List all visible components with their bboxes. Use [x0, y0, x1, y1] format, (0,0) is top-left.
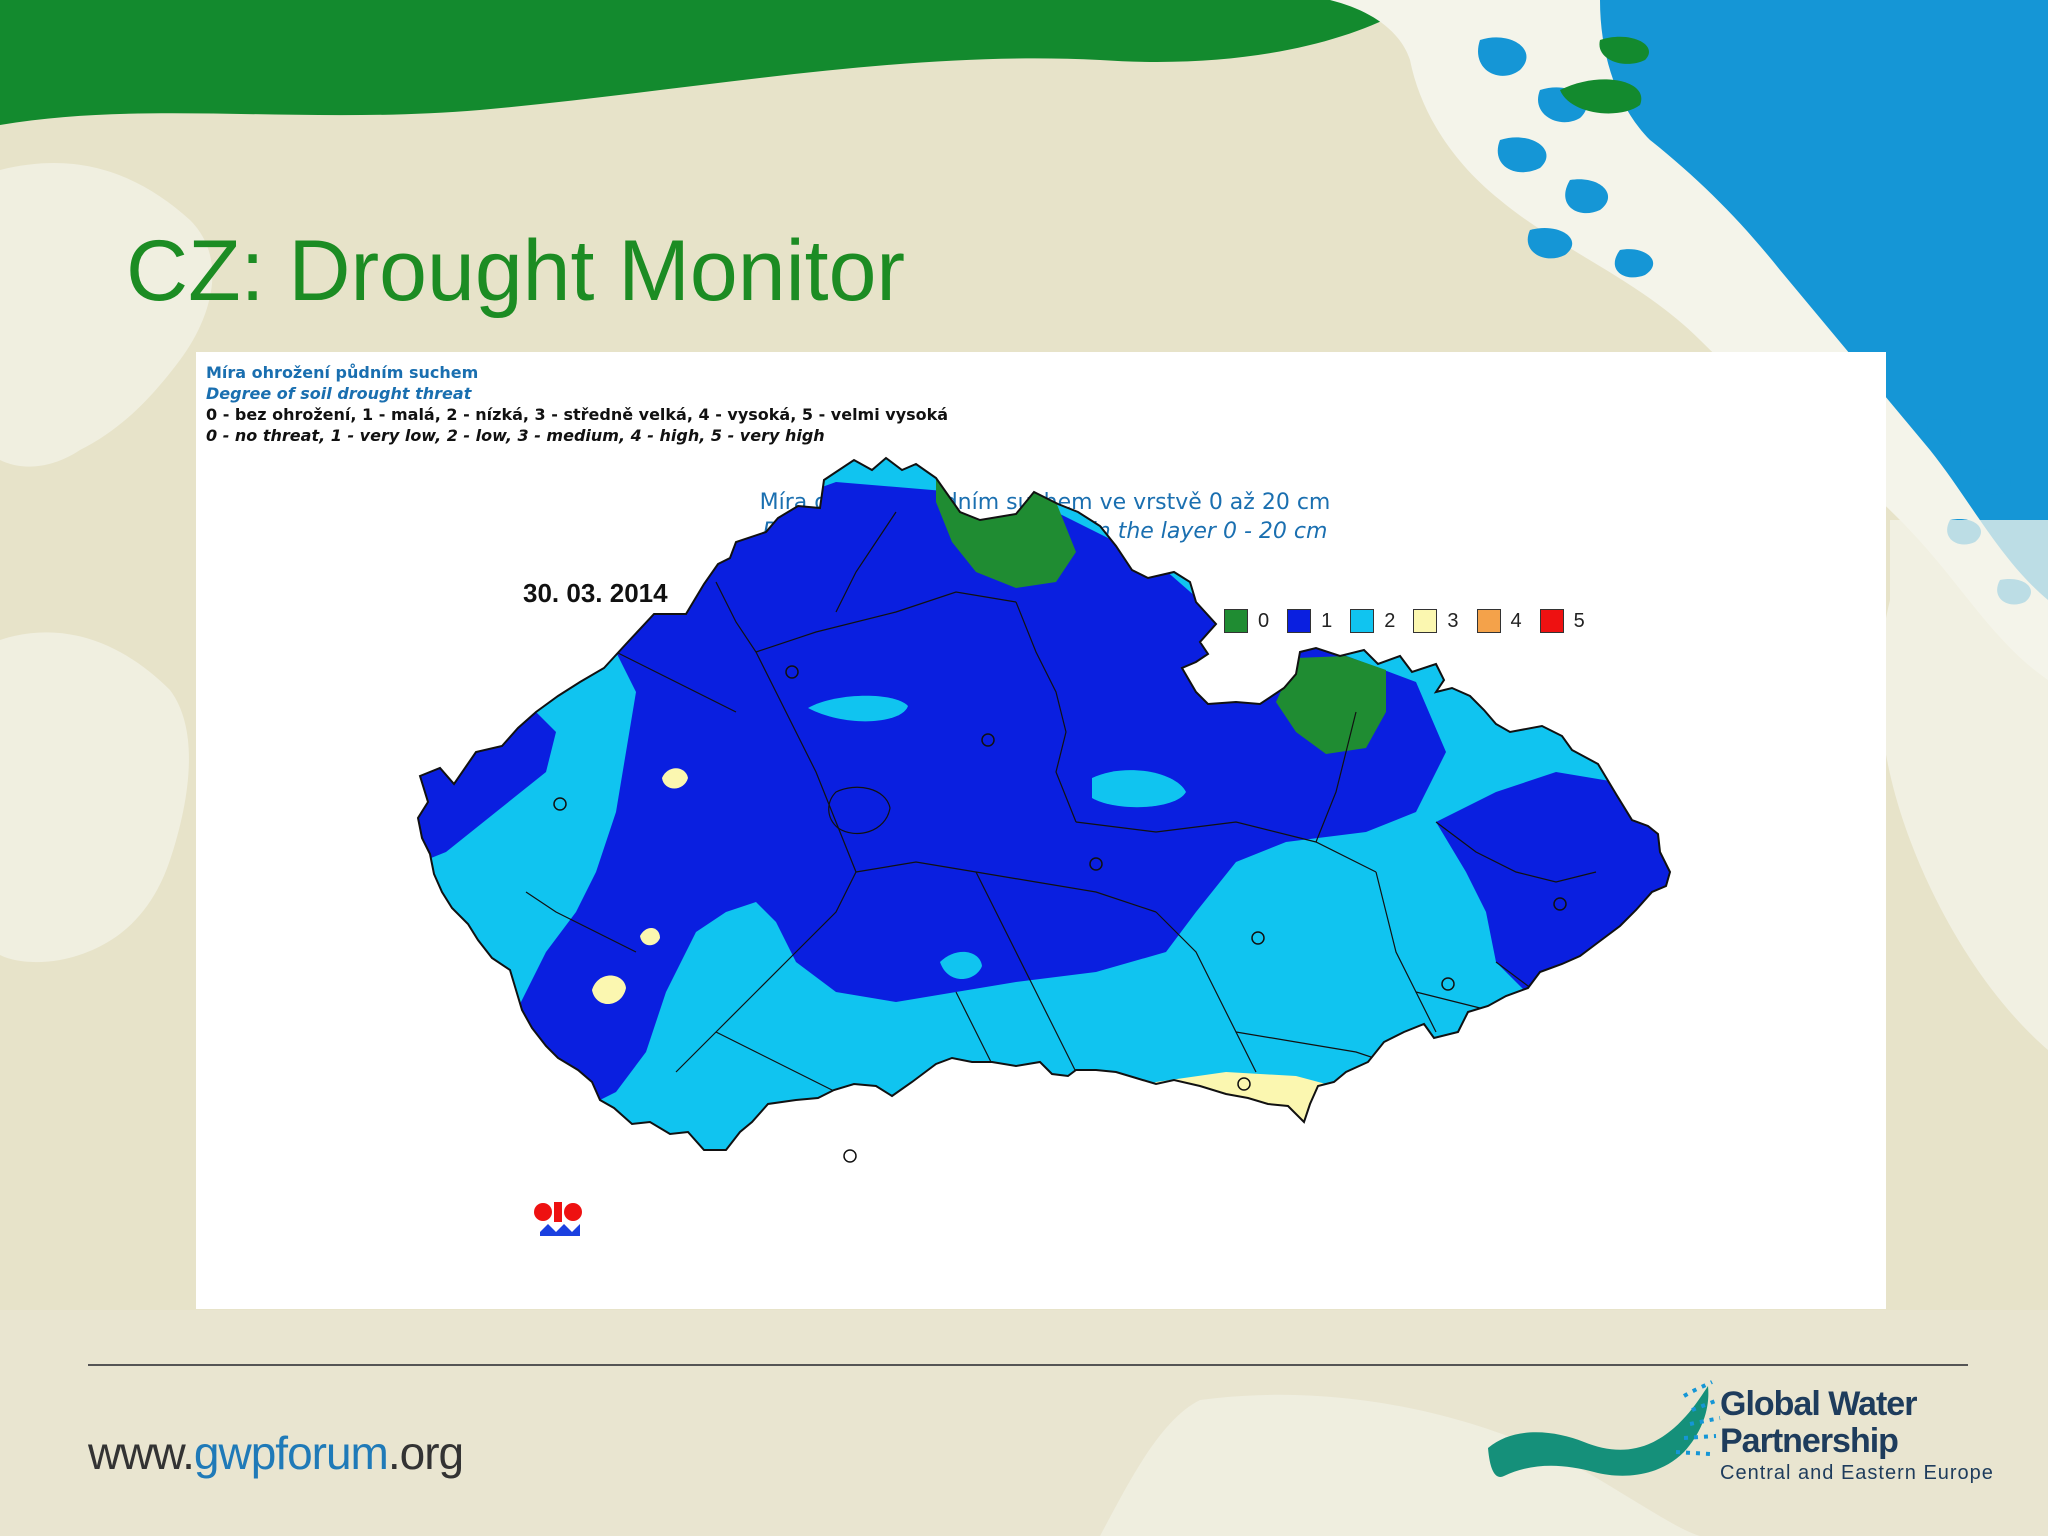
legend-item: 3: [1413, 609, 1459, 633]
legend-item: 0: [1224, 609, 1269, 633]
legend-swatch: [1476, 609, 1501, 633]
figure-header: Míra ohrožení půdním suchem Degree of so…: [206, 362, 948, 446]
gwp-logo-text: Global Water Partnership Central and Eas…: [1720, 1386, 1994, 1486]
gwp-logo-icon: [1488, 1380, 1721, 1477]
drought-map-czech-republic: [416, 456, 1672, 1236]
slide-title: CZ: Drought Monitor: [126, 223, 906, 319]
legend-label: 4: [1510, 609, 1522, 632]
footer-url-accent: gwpforum: [193, 1427, 389, 1479]
logo-line-2: Partnership: [1720, 1422, 1899, 1460]
header-en: Degree of soil drought threat: [206, 384, 472, 403]
chmi-logo-icon: [534, 1202, 582, 1236]
legend-item: 5: [1539, 609, 1585, 633]
footer-url-suffix: .org: [387, 1427, 464, 1479]
legend-label: 3: [1447, 609, 1459, 632]
legend-swatch: [1287, 609, 1312, 633]
footer-url[interactable]: www.gwpforum.org: [88, 1426, 464, 1480]
legend-swatch: [1350, 609, 1375, 633]
legend-label: 0: [1258, 609, 1270, 632]
legend-swatch: [1224, 609, 1248, 633]
legend-label: 5: [1573, 609, 1585, 632]
map-legend: 0 1 2 3 4 5: [1224, 606, 1603, 636]
legend-label: 2: [1384, 609, 1396, 632]
logo-line-3: Central and Eastern Europe: [1720, 1462, 1994, 1484]
legend-label: 1: [1321, 609, 1333, 632]
scale-en: 0 - no threat, 1 - very low, 2 - low, 3 …: [206, 426, 825, 445]
legend-item: 1: [1287, 609, 1332, 633]
legend-item: 2: [1350, 609, 1395, 633]
legend-swatch: [1413, 609, 1438, 633]
footer-url-prefix: www.: [88, 1427, 195, 1479]
logo-line-1: Global Water: [1720, 1385, 1917, 1423]
header-cz: Míra ohrožení půdním suchem: [206, 363, 479, 382]
footer-divider: [88, 1364, 1968, 1366]
legend-swatch: [1539, 609, 1564, 633]
map-date: 30. 03. 2014: [523, 578, 668, 608]
legend-item: 4: [1476, 609, 1522, 633]
scale-cz: 0 - bez ohrožení, 1 - malá, 2 - nízká, 3…: [206, 405, 949, 424]
